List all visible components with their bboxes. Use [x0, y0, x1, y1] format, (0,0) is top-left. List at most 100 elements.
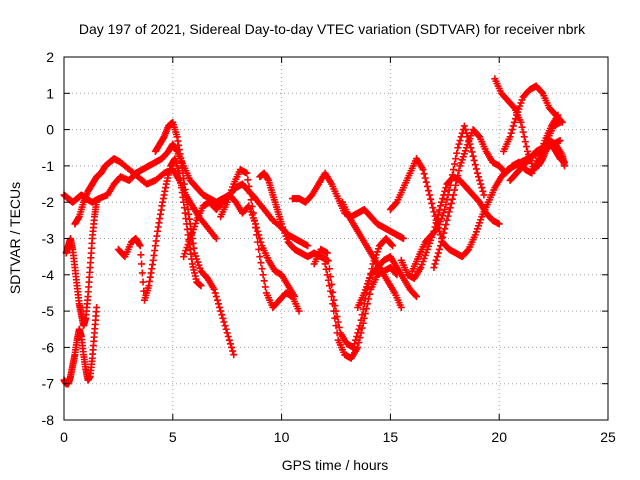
data-point-interp: [510, 118, 518, 126]
data-point: [323, 249, 331, 257]
series-s22: [534, 140, 568, 170]
data-point-interp: [439, 195, 447, 203]
data-point: [506, 133, 514, 141]
data-point-interp: [448, 195, 456, 203]
x-tick-label: 15: [383, 429, 399, 445]
data-point-interp: [258, 265, 266, 273]
data-point-interp: [453, 176, 461, 184]
data-point-interp: [139, 278, 147, 286]
x-tick-label: 20: [491, 429, 507, 445]
y-tick-label: -6: [42, 339, 55, 355]
data-point-interp: [214, 300, 222, 308]
data-point-interp: [212, 293, 220, 301]
data-point-interp: [452, 155, 460, 163]
data-point-interp: [456, 136, 464, 144]
data-point-interp: [365, 295, 373, 303]
y-axis-label: SDTVAR / TECUs: [7, 182, 23, 294]
data-point-interp: [479, 187, 487, 195]
data-point-interp: [457, 133, 465, 141]
data-point: [443, 216, 451, 224]
data-point-interp: [322, 265, 330, 273]
data-point-interp: [441, 225, 449, 233]
data-point-interp: [254, 227, 262, 235]
x-tick-label: 25: [600, 429, 616, 445]
data-point-interp: [518, 123, 526, 131]
data-point-interp: [261, 283, 269, 291]
data-point-interp: [325, 282, 333, 290]
data-point: [136, 242, 144, 250]
series-s14: [354, 253, 421, 311]
data-point-interp: [350, 340, 358, 348]
data-point: [360, 314, 368, 322]
data-point-interp: [512, 115, 520, 123]
data-point-interp: [245, 182, 253, 190]
data-point-interp: [451, 186, 459, 194]
data-point-interp: [334, 318, 342, 326]
data-point: [295, 307, 303, 315]
series-s4: [71, 155, 220, 242]
data-point-interp: [358, 324, 366, 332]
data-point: [430, 264, 438, 272]
x-tick-label: 5: [169, 429, 177, 445]
data-point-interp: [327, 287, 335, 295]
data-point-interp: [478, 184, 486, 192]
data-point-interp: [472, 165, 480, 173]
data-point-interp: [213, 296, 221, 304]
data-point-interp: [433, 253, 441, 261]
chart-title: Day 197 of 2021, Sidereal Day-to-day VTE…: [79, 21, 586, 37]
x-tick-label: 0: [60, 429, 68, 445]
data-point-interp: [468, 148, 476, 156]
data-point-interp: [522, 143, 530, 151]
data-point-interp: [366, 290, 374, 298]
data-point-interp: [244, 176, 252, 184]
y-tick-label: -3: [42, 231, 55, 247]
data-point: [249, 209, 257, 217]
data-point: [197, 282, 205, 290]
data-point: [517, 118, 525, 126]
data-point-interp: [225, 336, 233, 344]
data-point: [473, 169, 481, 177]
data-point-interp: [255, 245, 263, 253]
data-point-interp: [329, 300, 337, 308]
data-point-interp: [246, 189, 254, 197]
data-point-interp: [248, 202, 256, 210]
data-marks: [60, 75, 568, 388]
data-point-interp: [455, 167, 463, 175]
data-point: [93, 303, 101, 311]
x-axis-label: GPS time / hours: [282, 457, 389, 473]
y-tick-label: -2: [42, 194, 55, 210]
data-point-interp: [333, 329, 341, 337]
data-point-interp: [355, 339, 363, 347]
data-point-interp: [331, 314, 339, 322]
data-point-interp: [216, 303, 224, 311]
data-point: [212, 235, 220, 242]
data-point-interp: [519, 128, 527, 136]
data-point-interp: [475, 132, 483, 140]
data-point-interp: [259, 271, 267, 279]
data-point-interp: [476, 176, 484, 184]
y-tick-labels: -8 -7 -6 -5 -4 -3 -2 -1 0 1 2: [42, 49, 55, 428]
data-point-interp: [521, 138, 529, 146]
data-point-interp: [435, 245, 443, 253]
data-point-interp: [434, 249, 442, 257]
series-s10: [288, 169, 407, 242]
data-point-interp: [427, 195, 435, 203]
data-point-interp: [387, 241, 395, 249]
y-tick-label: -7: [42, 376, 55, 392]
data-point: [354, 343, 362, 351]
data-point-interp: [222, 325, 230, 333]
data-point-interp: [442, 221, 450, 229]
data-point: [441, 205, 449, 213]
data-point-interp: [453, 149, 461, 157]
data-point-interp: [260, 277, 268, 285]
series-s11: [310, 235, 397, 351]
data-point: [210, 285, 218, 293]
data-point: [436, 242, 444, 250]
data-point: [556, 136, 564, 144]
data-point-interp: [455, 140, 463, 148]
y-tick-label: -1: [42, 158, 55, 174]
data-point-interp: [411, 291, 419, 299]
data-point-interp: [251, 224, 259, 232]
